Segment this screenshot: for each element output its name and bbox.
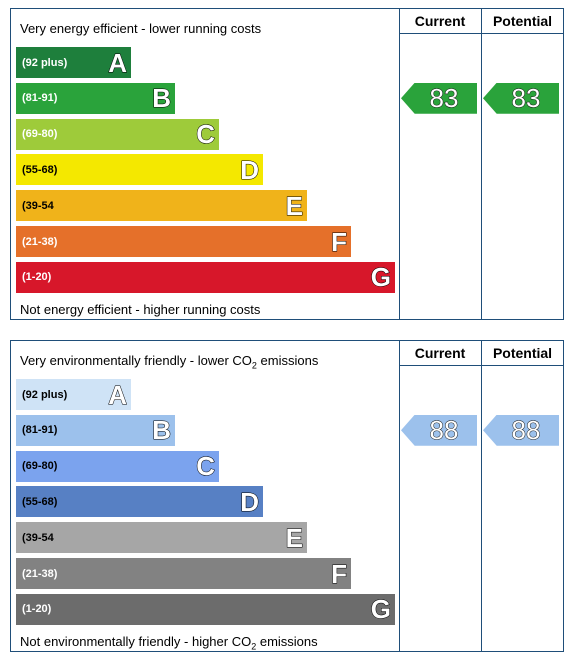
band-bar-e: (39-54 E — [16, 190, 307, 222]
band-letter: C — [196, 119, 216, 150]
current-rating-arrow: 88 — [401, 414, 477, 446]
band-range-label: (92 plus) — [22, 388, 68, 401]
band-bar-f: (21-38) F — [16, 226, 351, 257]
column-divider — [399, 341, 400, 651]
band-letter: F — [331, 558, 348, 589]
column-divider — [481, 9, 482, 319]
band-range-label: (21-38) — [22, 567, 58, 580]
band-bar-c: (69-80) C — [16, 118, 219, 150]
band-range-label: (39-54 — [22, 531, 54, 544]
potential-rating-value: 88 — [511, 415, 541, 446]
band-range-label: (21-38) — [22, 235, 58, 248]
current-rating-arrow: 83 — [401, 82, 477, 114]
band-range-label: (69-80) — [22, 128, 58, 141]
band-bar-f: (21-38) F — [16, 558, 351, 589]
band-bar-a: (92 plus) A — [16, 379, 131, 410]
top-caption: Very environmentally friendly - lower CO… — [20, 353, 319, 371]
band-letter: D — [240, 154, 260, 185]
band-range-label: (39-54 — [22, 199, 54, 212]
potential-column-header: Potential — [492, 13, 553, 29]
band-letter: F — [331, 226, 348, 257]
band-range-label: (1-20) — [22, 603, 52, 616]
column-divider — [481, 341, 482, 651]
band-letter: A — [108, 379, 128, 410]
bottom-caption: Not energy efficient - higher running co… — [20, 302, 261, 317]
bottom-caption: Not environmentally friendly - higher CO… — [20, 634, 318, 652]
environmental-impact-chart: Current Potential Very environmentally f… — [10, 340, 564, 652]
band-bar-d: (55-68) D — [16, 486, 263, 518]
potential-rating-arrow: 83 — [483, 82, 559, 114]
band-letter: E — [285, 522, 303, 553]
band-bar-c: (69-80) C — [16, 450, 219, 482]
header-rule — [399, 33, 563, 34]
band-bar-d: (55-68) D — [16, 154, 263, 186]
band-bar-e: (39-54 E — [16, 522, 307, 554]
band-letter: B — [152, 83, 172, 114]
header-rule — [399, 365, 563, 366]
band-range-label: (1-20) — [22, 271, 52, 284]
column-divider — [399, 9, 400, 319]
band-letter: D — [240, 486, 260, 517]
band-letter: A — [108, 47, 128, 78]
energy-efficiency-chart: Current Potential Very energy efficient … — [10, 8, 564, 320]
band-letter: G — [370, 262, 391, 293]
potential-rating-value: 83 — [511, 83, 541, 114]
band-bar-g: (1-20) G — [16, 593, 395, 625]
band-range-label: (55-68) — [22, 495, 58, 508]
potential-column-header: Potential — [492, 345, 553, 361]
band-range-label: (81-91) — [22, 92, 58, 105]
band-bar-g: (1-20) G — [16, 261, 395, 293]
current-column-header: Current — [414, 13, 466, 29]
band-range-label: (81-91) — [22, 424, 58, 437]
band-letter: G — [370, 594, 391, 625]
current-column-header: Current — [414, 345, 466, 361]
potential-rating-arrow: 88 — [483, 414, 559, 446]
band-range-label: (69-80) — [22, 460, 58, 473]
current-rating-value: 88 — [429, 415, 459, 446]
band-range-label: (92 plus) — [22, 56, 68, 69]
band-bar-b: (81-91) B — [16, 414, 175, 446]
band-bar-a: (92 plus) A — [16, 47, 131, 78]
band-letter: B — [152, 415, 172, 446]
band-bar-b: (81-91) B — [16, 82, 175, 114]
top-caption: Very energy efficient - lower running co… — [20, 21, 262, 36]
band-letter: E — [285, 190, 303, 221]
current-rating-value: 83 — [429, 83, 459, 114]
band-range-label: (55-68) — [22, 163, 58, 176]
band-letter: C — [196, 451, 216, 482]
